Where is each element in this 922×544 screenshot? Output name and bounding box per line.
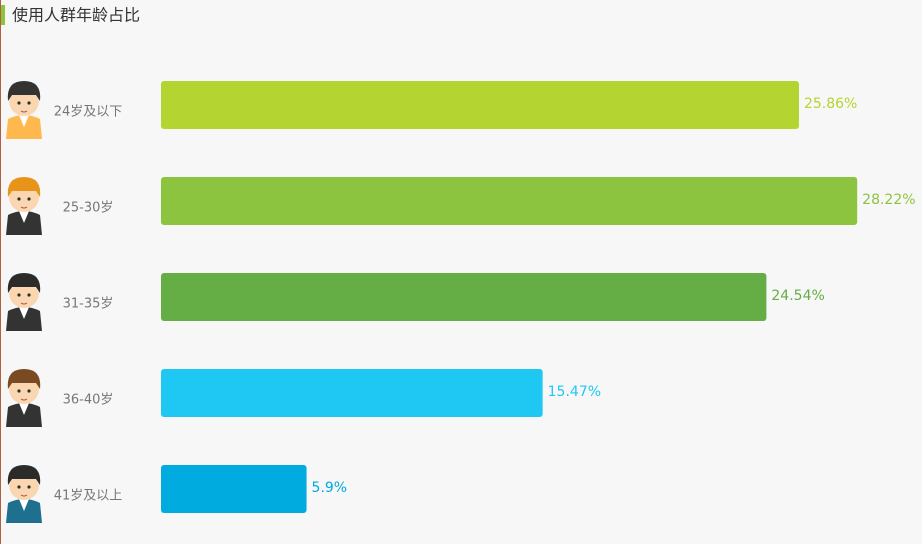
avatar-collar (19, 499, 29, 511)
value-label: 15.47% (548, 384, 601, 400)
chart-title: 使用人群年龄占比 (12, 6, 140, 25)
bar (161, 465, 307, 513)
avatar-hair (7, 465, 41, 485)
avatar-eye (17, 389, 21, 393)
avatar-eye (27, 101, 31, 105)
avatar (6, 273, 42, 331)
avatar-collar (19, 307, 29, 319)
avatar-hair (7, 81, 41, 101)
value-label: 5.9% (312, 480, 348, 496)
category-label: 36-40岁 (63, 393, 114, 408)
avatar-collar (19, 115, 29, 127)
avatar-hair (7, 273, 41, 293)
category-label: 41岁及以上 (54, 489, 123, 504)
bar (161, 273, 767, 321)
category-label: 31-35岁 (63, 297, 114, 312)
avatar-eye (17, 485, 21, 489)
avatar-mouth (20, 494, 28, 497)
value-label: 24.54% (771, 288, 824, 304)
avatar-eye (17, 293, 21, 297)
bar (161, 81, 799, 129)
avatar (6, 369, 42, 427)
value-label: 28.22% (862, 192, 915, 208)
avatar-mouth (20, 206, 28, 209)
avatar-eye (27, 485, 31, 489)
category-label: 24岁及以下 (54, 105, 123, 120)
bar (161, 369, 543, 417)
avatar-mouth (20, 110, 28, 113)
avatar-eye (17, 101, 21, 105)
avatar (6, 465, 42, 523)
value-label: 25.86% (804, 96, 857, 112)
title-accent (1, 5, 5, 25)
avatar-mouth (20, 398, 28, 401)
avatar-collar (19, 211, 29, 223)
avatar-eye (27, 389, 31, 393)
avatar-hair (7, 177, 41, 197)
bar (161, 177, 858, 225)
avatar-eye (27, 197, 31, 201)
avatar-mouth (20, 302, 28, 305)
avatar (6, 177, 42, 235)
avatar-collar (19, 403, 29, 415)
category-label: 25-30岁 (63, 201, 114, 216)
avatar-eye (27, 293, 31, 297)
avatar (6, 81, 42, 139)
avatar-eye (17, 197, 21, 201)
avatar-hair (7, 369, 41, 389)
